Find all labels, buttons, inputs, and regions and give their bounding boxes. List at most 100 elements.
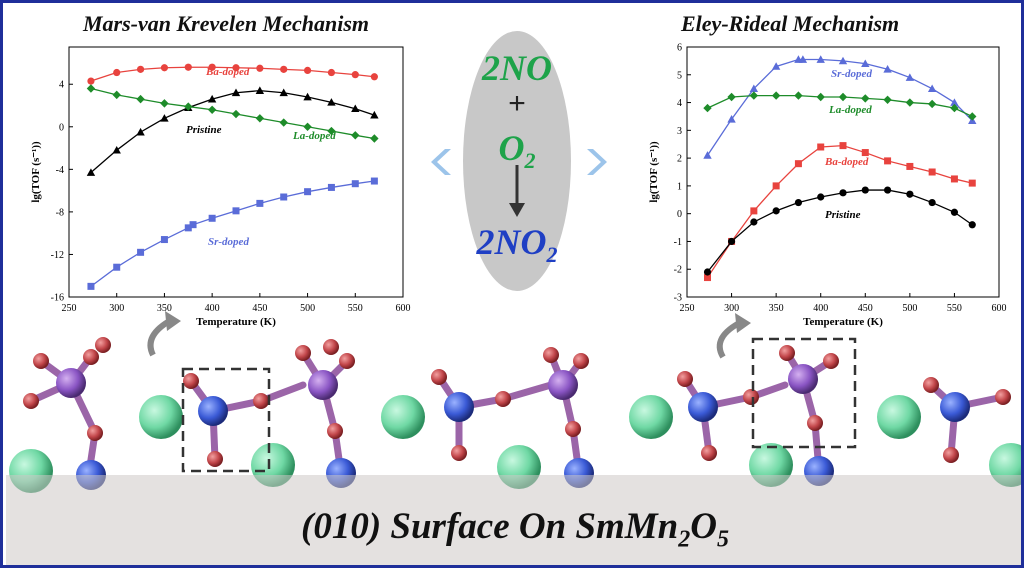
data-point	[184, 63, 192, 71]
data-point	[772, 182, 780, 190]
data-point	[883, 95, 892, 104]
data-point	[279, 118, 288, 127]
mn-atom	[198, 396, 228, 426]
data-point	[160, 114, 169, 122]
series-line	[90, 180, 375, 287]
y-tick-label: -4	[56, 165, 64, 176]
data-point	[703, 103, 712, 113]
y-tick-label: 2	[677, 154, 682, 165]
data-point	[861, 59, 870, 68]
o2-main: O	[498, 128, 525, 168]
data-point	[816, 55, 825, 63]
x-tick-label: 600	[396, 303, 411, 314]
mn-atom	[688, 392, 718, 422]
series-pristine: Pristine	[86, 86, 379, 176]
data-point	[231, 109, 241, 119]
o-atom	[295, 345, 311, 361]
reaction-ellipse	[463, 31, 571, 291]
data-point	[927, 99, 937, 109]
er-chart: 250 300 350 400 450 500 550 600 -3 -2 -1 0 1 2 3 4 5 6 Tem…	[648, 43, 1007, 329]
y-tick-label: 0	[677, 209, 682, 220]
series-la-doped: La-doped	[703, 91, 977, 121]
data-point	[113, 68, 121, 77]
data-point	[950, 103, 959, 113]
data-point	[794, 160, 802, 168]
right-chart-title: Eley-Rideal Mechanism	[681, 11, 900, 36]
data-point	[905, 73, 915, 81]
o-atom	[33, 353, 49, 369]
o-atom	[183, 373, 199, 389]
data-point	[727, 115, 736, 123]
data-point	[703, 151, 712, 159]
series-line	[706, 58, 973, 156]
x-axis-label: Temperature (K)	[196, 316, 276, 328]
data-point	[883, 65, 892, 73]
o-atom	[87, 425, 103, 441]
no2-sub: 2	[546, 242, 558, 268]
data-point	[184, 224, 192, 232]
data-point	[772, 207, 780, 215]
data-point	[112, 145, 121, 154]
data-point	[771, 62, 781, 70]
data-point	[370, 110, 379, 119]
mn-surface-atom	[308, 370, 338, 400]
y-tick-label: -3	[674, 293, 682, 304]
series-pristine: Pristine	[703, 186, 976, 276]
data-point	[950, 98, 959, 106]
series-ba-doped: Ba-doped	[87, 63, 378, 85]
o-atom	[779, 345, 795, 361]
banner-text-o: O	[690, 506, 717, 547]
data-point	[160, 64, 169, 72]
y-tick-label: 1	[677, 181, 682, 192]
data-point	[838, 92, 848, 102]
mn-atom	[444, 392, 474, 422]
banner-text-part1: (010) Surface On SmMn	[301, 506, 679, 547]
x-axis-label: Temperature (K)	[803, 316, 883, 328]
y-tick-label: 3	[677, 126, 682, 137]
banner-title: (010) Surface On SmMn2O5	[3, 505, 1021, 553]
highlight-box-right	[751, 337, 857, 449]
o-atom	[253, 393, 269, 409]
series-label: Pristine	[825, 209, 861, 221]
data-point	[968, 221, 976, 229]
data-point	[839, 189, 847, 197]
y-axis-label: lg(TOF (s⁻¹))	[30, 141, 42, 203]
data-point	[232, 207, 240, 215]
o-atom	[701, 445, 717, 461]
data-point	[279, 88, 288, 97]
data-point	[189, 221, 197, 229]
data-point	[861, 186, 869, 194]
data-point	[861, 94, 870, 103]
chevron-right-icon	[587, 149, 607, 175]
data-point	[255, 86, 265, 94]
series-label: La-doped	[292, 130, 336, 142]
bottom-banner	[6, 475, 1021, 565]
plot-area: 250 300 350 400 450 500 550 600 -16 -12 -8 -4 0 4 Temp…	[30, 46, 411, 328]
y-tick-label: -12	[51, 250, 64, 261]
data-point	[207, 105, 217, 114]
data-point	[794, 198, 803, 207]
data-point	[950, 208, 959, 216]
data-point	[861, 149, 869, 157]
data-point	[838, 56, 848, 65]
x-tick-label: 600	[992, 303, 1007, 314]
data-point	[817, 143, 825, 151]
curved-arrow-right-head	[735, 313, 751, 333]
data-point	[968, 179, 976, 187]
data-point	[280, 193, 288, 201]
series-label: Pristine	[186, 124, 222, 136]
data-point	[817, 193, 825, 201]
o-atom	[565, 421, 581, 437]
data-point	[370, 73, 378, 81]
data-point	[160, 236, 168, 244]
axes-frame	[68, 46, 404, 298]
x-tick-label: 300	[724, 303, 739, 314]
banner-sub-5: 5	[716, 526, 729, 553]
series-label: La-doped	[828, 104, 872, 116]
data-point	[303, 66, 312, 75]
mvk-chart: 250 300 350 400 450 500 550 600 -16 -12 -8 -4 0 4 Temp…	[30, 46, 411, 328]
data-point	[327, 183, 335, 191]
data-point	[906, 162, 914, 170]
o-atom	[823, 353, 839, 369]
